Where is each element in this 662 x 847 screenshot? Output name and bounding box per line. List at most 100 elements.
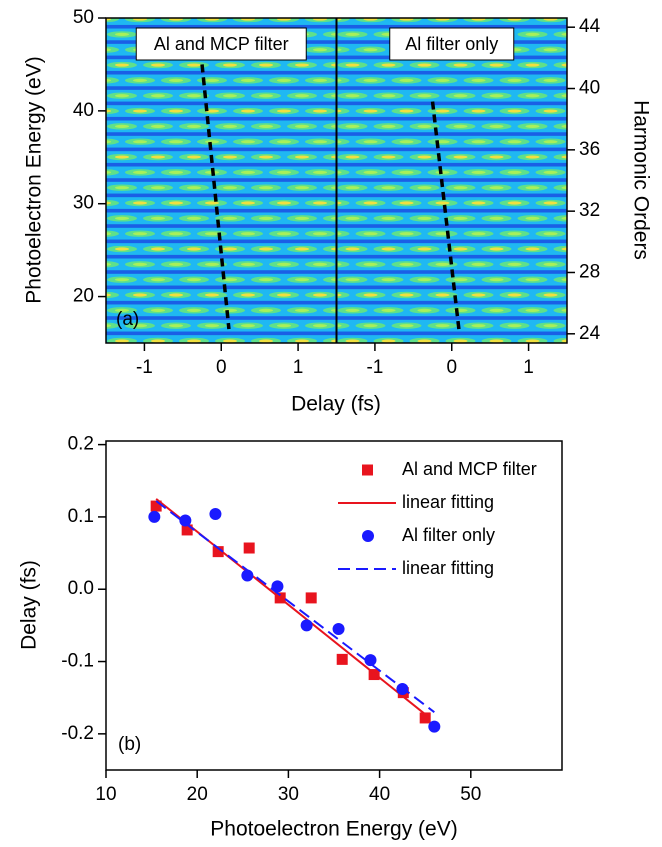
heatmap-band	[106, 24, 337, 29]
heatmap-blob	[543, 170, 558, 174]
heatmap-blob	[223, 308, 237, 312]
heatmap-band	[106, 70, 337, 75]
heatmap-blob	[561, 216, 567, 220]
heatmap-blob	[336, 324, 342, 328]
panel-label: (b)	[118, 734, 141, 755]
heatmap-blob	[106, 262, 111, 266]
heatmap-blob	[71, 307, 101, 313]
heatmap-blob	[106, 293, 111, 297]
heatmap-blob	[106, 324, 111, 328]
heatmap-blob	[71, 338, 101, 344]
heatmap-band	[106, 239, 337, 244]
heatmap-blob	[453, 186, 468, 190]
heatmap-blob	[471, 78, 486, 82]
y-tick-label: 40	[73, 100, 94, 121]
y-tick-label: 0.2	[68, 434, 94, 455]
heatmap-blob	[277, 170, 291, 174]
heatmap-blob	[187, 308, 201, 312]
heatmap-blob	[507, 262, 522, 266]
heatmap-blob	[151, 247, 165, 251]
heatmap-blob	[363, 170, 378, 174]
heatmap-blob	[106, 201, 111, 205]
heatmap-blob	[399, 293, 414, 297]
heatmap-blob	[572, 230, 602, 236]
heatmap-blob	[507, 170, 522, 174]
heatmap-blob	[381, 155, 396, 159]
heatmap-blob	[205, 201, 219, 205]
heatmap-blob	[205, 324, 219, 328]
x-tick-label: 0	[216, 357, 227, 378]
heatmap-blob	[223, 94, 237, 98]
x-axis-title: Photoelectron Energy (eV)	[210, 818, 457, 841]
heatmap-blob	[572, 108, 602, 114]
point	[271, 580, 284, 593]
heatmap-blob	[79, 339, 93, 342]
y2-tick-label: 44	[579, 16, 601, 37]
heatmap-blob	[106, 46, 119, 53]
heatmap-blob	[471, 324, 486, 328]
heatmap-blob	[106, 78, 111, 82]
heatmap-blob	[580, 48, 594, 51]
heatmap-band	[336, 132, 567, 136]
heatmap-blob	[525, 339, 540, 343]
panel-title: Al filter only	[405, 34, 498, 54]
heatmap-blob	[363, 109, 378, 113]
heatmap-blob	[381, 94, 396, 98]
heatmap-blob	[106, 48, 111, 52]
x-axis-title: Delay (fs)	[291, 393, 381, 416]
heatmap-blob	[435, 262, 450, 266]
x-tick-label: -1	[136, 357, 153, 378]
legend-marker	[362, 530, 374, 542]
heatmap-blob	[133, 140, 147, 144]
heatmap-blob	[106, 261, 119, 268]
heatmap-blob	[295, 216, 309, 220]
heatmap-band	[336, 300, 567, 305]
heatmap-blob	[336, 169, 350, 176]
heatmap-blob	[331, 124, 337, 128]
x-tick-label: 1	[293, 357, 304, 378]
heatmap-blob	[133, 293, 147, 297]
heatmap-blob	[71, 246, 101, 252]
heatmap-blob	[336, 138, 350, 145]
heatmap-blob	[106, 109, 111, 113]
heatmap-blob	[79, 33, 93, 36]
y2-tick-label: 28	[579, 261, 600, 282]
heatmap-blob	[561, 155, 567, 159]
panel-title-box	[389, 27, 515, 61]
heatmap-texture	[336, 18, 602, 343]
heatmap-blob	[323, 184, 337, 191]
heatmap-blob	[543, 78, 558, 82]
heatmap-blob	[525, 278, 540, 282]
x-tick-label: 20	[187, 784, 208, 805]
heatmap-blob	[417, 155, 432, 159]
heatmap-band	[336, 316, 567, 320]
y-axis-title: Delay (fs)	[18, 560, 41, 650]
heatmap-blob	[151, 186, 165, 190]
heatmap-blob	[115, 339, 129, 343]
heatmap-blob	[471, 293, 486, 297]
point	[243, 542, 255, 554]
heatmap-band	[106, 132, 337, 136]
heatmap-texture	[71, 18, 337, 344]
heatmap-blob	[187, 94, 201, 98]
heatmap-blob	[399, 201, 414, 205]
heatmap-blob	[345, 155, 360, 159]
heatmap-blob	[133, 78, 147, 82]
heatmap-blob	[115, 186, 129, 190]
heatmap-blob	[553, 184, 567, 191]
heatmap-blob	[115, 63, 129, 67]
heatmap-blob	[331, 308, 337, 312]
heatmap-blob	[363, 262, 378, 266]
heatmap-blob	[363, 201, 378, 205]
point	[428, 720, 441, 733]
heatmap-blob	[345, 94, 360, 98]
heatmap-blob	[543, 109, 558, 113]
heatmap-band	[336, 208, 567, 213]
point	[364, 654, 377, 667]
heatmap-blob	[381, 63, 396, 67]
heatmap-blob	[336, 170, 342, 174]
heatmap-blob	[331, 155, 337, 159]
point	[209, 508, 222, 521]
heatmap-blob	[133, 109, 147, 113]
heatmap-blob	[345, 247, 360, 251]
